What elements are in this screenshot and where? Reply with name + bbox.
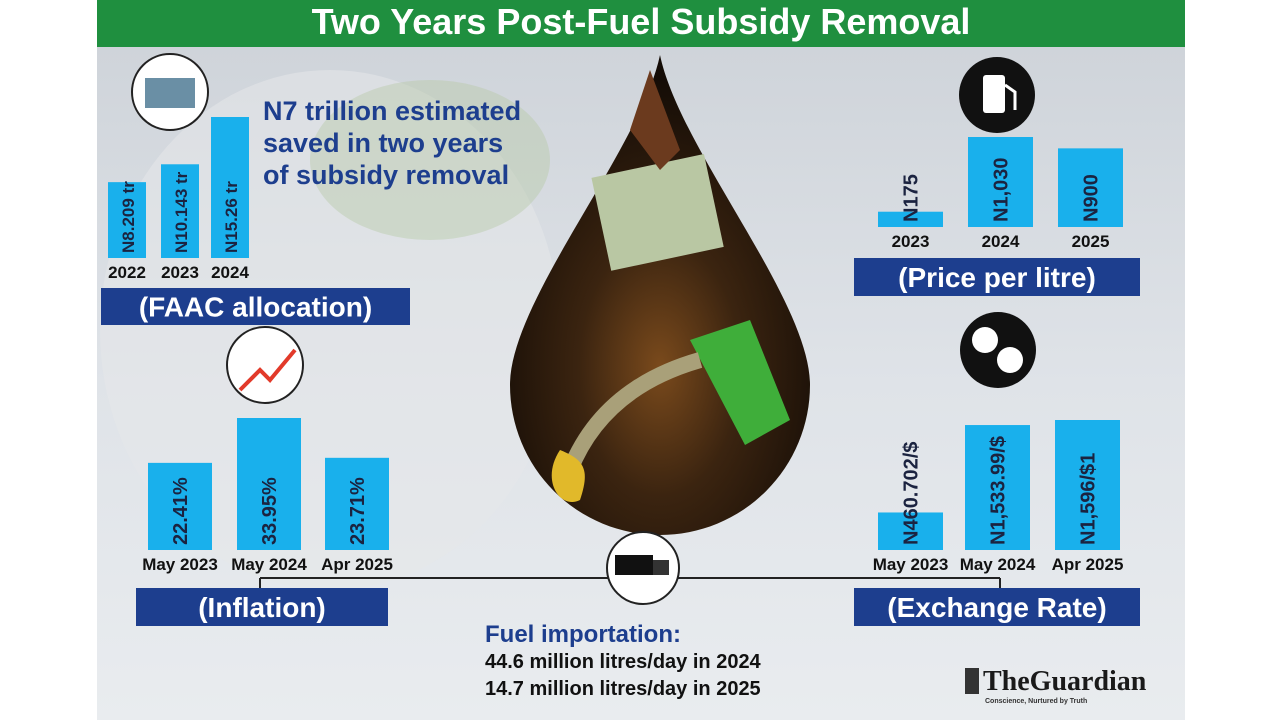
banner <box>101 288 410 325</box>
value-label: 33.95% <box>259 477 281 545</box>
value-label: N1,030 <box>991 158 1013 223</box>
fuel-heading: Fuel importation: <box>485 621 681 648</box>
bar <box>325 457 389 550</box>
chart-title: (FAAC allocation) <box>139 292 372 323</box>
value-label: N15.26 tr <box>222 181 241 253</box>
category-label: 2024 <box>211 263 249 282</box>
bar <box>878 211 943 227</box>
title: Two Years Post-Fuel Subsidy Removal <box>312 1 971 42</box>
bar <box>237 418 301 550</box>
bar <box>1058 148 1123 227</box>
naira-notes <box>591 153 724 271</box>
value-label: N1,596/$1 <box>1078 453 1100 545</box>
category-label: 2023 <box>892 232 930 251</box>
charts: N8.209 tr 2022 N10.143 tr 2023 N15.26 tr 2024… <box>101 117 1140 626</box>
value-label: 22.41% <box>170 477 192 545</box>
value-label: N1,533.99/$ <box>988 436 1010 545</box>
fuel-line: 14.7 million litres/day in 2025 <box>485 678 761 700</box>
pump-nozzle <box>690 320 790 445</box>
photo-cap <box>310 80 550 240</box>
hand <box>630 70 680 170</box>
value-label: N10.143 tr <box>172 171 191 253</box>
money-icon <box>131 53 209 131</box>
category-label: Apr 2025 <box>1052 555 1124 574</box>
chart-title: (Price per litre) <box>898 262 1096 293</box>
value-label: 23.71% <box>347 477 369 545</box>
fuel-line: 44.6 million litres/day in 2024 <box>485 651 762 673</box>
bar <box>161 164 199 258</box>
chart-title: (Inflation) <box>198 592 326 623</box>
category-label: May 2023 <box>873 555 949 574</box>
nozzle-pipe <box>562 352 703 474</box>
bar <box>108 182 146 258</box>
value-label: N460.702/$ <box>901 442 923 545</box>
value-label: N8.209 tr <box>119 181 138 253</box>
category-label: 2022 <box>108 263 146 282</box>
banner <box>854 588 1140 626</box>
category-label: 2025 <box>1072 232 1110 251</box>
value-label: N900 <box>1081 174 1103 222</box>
fuel-splash <box>551 450 585 502</box>
logo-mark <box>965 668 979 694</box>
value-label: N175 <box>901 174 923 222</box>
bar <box>878 512 943 550</box>
bar <box>965 425 1030 550</box>
bar <box>1055 420 1120 550</box>
category-label: 2024 <box>982 232 1020 251</box>
inflation-icon <box>226 326 304 404</box>
logo: TheGuardian <box>983 666 1147 697</box>
bar <box>148 462 212 550</box>
bar <box>211 117 249 258</box>
pump-icon <box>959 57 1035 133</box>
category-label: May 2023 <box>142 555 218 574</box>
banner <box>136 588 388 626</box>
category-label: Apr 2025 <box>321 555 393 574</box>
title-bar <box>97 0 1185 47</box>
headline: of subsidy removal <box>263 160 509 190</box>
banner <box>854 258 1140 296</box>
bar <box>968 137 1033 227</box>
logo-tagline: Conscience, Nurtured by Truth <box>985 698 1087 705</box>
headline: N7 trillion estimated <box>263 96 521 126</box>
exchange-icon <box>960 312 1036 388</box>
category-label: 2023 <box>161 263 199 282</box>
truck-icon <box>606 531 680 605</box>
category-label: May 2024 <box>231 555 307 574</box>
headline: saved in two years <box>263 128 503 158</box>
category-label: May 2024 <box>960 555 1036 574</box>
chart-title: (Exchange Rate) <box>887 592 1106 623</box>
